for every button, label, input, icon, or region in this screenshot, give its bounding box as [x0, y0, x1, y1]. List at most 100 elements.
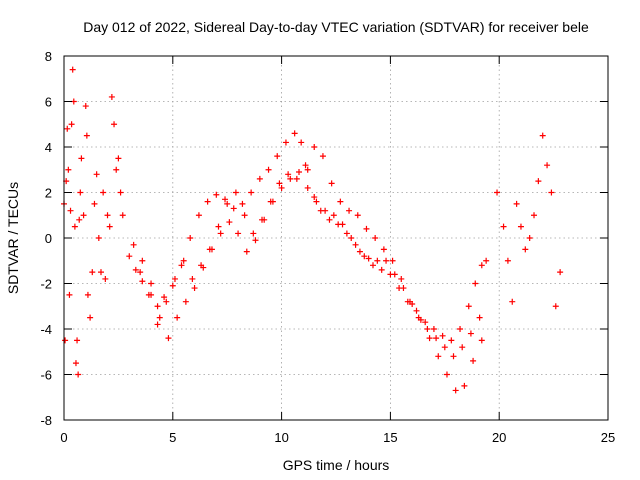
data-point	[145, 291, 152, 298]
data-point	[293, 175, 300, 182]
data-point	[217, 230, 224, 237]
data-point	[311, 144, 318, 150]
data-point	[191, 285, 198, 292]
data-point	[526, 235, 533, 241]
x-tick-label: 10	[274, 430, 288, 445]
data-point	[337, 198, 344, 205]
data-point	[189, 275, 196, 282]
data-point	[426, 335, 433, 342]
series-arc-c	[137, 144, 490, 360]
data-point	[256, 175, 263, 182]
data-point	[267, 198, 274, 205]
data-point	[380, 246, 387, 253]
data-point	[64, 125, 71, 132]
data-point	[76, 216, 83, 223]
data-point	[363, 225, 370, 232]
data-point	[178, 262, 185, 269]
data-point	[439, 332, 446, 339]
data-point	[500, 223, 507, 230]
data-point	[187, 235, 194, 241]
data-point	[326, 216, 333, 223]
data-point	[472, 280, 479, 287]
data-point	[148, 280, 155, 287]
y-tick-label: 8	[45, 49, 52, 64]
data-point	[69, 66, 76, 73]
data-point	[161, 294, 168, 301]
data-point	[476, 314, 483, 321]
data-point	[400, 285, 407, 292]
x-tick-label: 5	[169, 430, 176, 445]
data-point	[108, 93, 115, 100]
data-point	[483, 257, 490, 264]
data-point	[365, 255, 372, 262]
data-point	[470, 357, 477, 364]
data-point	[119, 212, 126, 219]
data-point	[67, 207, 74, 214]
data-point	[354, 212, 361, 219]
data-point	[378, 266, 385, 273]
data-point	[413, 307, 420, 314]
data-point	[391, 271, 398, 278]
data-point	[494, 189, 501, 196]
data-point	[352, 241, 359, 248]
data-point	[328, 180, 335, 187]
data-point	[126, 253, 133, 260]
data-points	[61, 66, 564, 394]
data-point	[174, 314, 181, 321]
data-point	[213, 191, 220, 198]
data-point	[250, 230, 257, 237]
data-point	[102, 275, 109, 282]
data-point	[104, 212, 111, 219]
data-point	[74, 337, 81, 344]
data-point	[459, 344, 466, 351]
y-tick-label: 6	[45, 95, 52, 110]
data-point	[478, 262, 485, 269]
data-point	[346, 207, 353, 214]
data-point	[430, 326, 437, 332]
data-point	[478, 337, 485, 344]
data-point	[322, 207, 329, 214]
y-tick-label: 4	[45, 140, 52, 155]
y-tick-label: 2	[45, 186, 52, 201]
data-point	[433, 335, 440, 342]
data-point	[348, 235, 355, 241]
data-point	[132, 266, 139, 273]
series-arc-late	[494, 132, 564, 310]
data-point	[78, 155, 85, 162]
data-point	[406, 298, 413, 305]
data-point	[374, 257, 381, 264]
data-point	[539, 132, 546, 139]
grid	[64, 56, 608, 420]
series-arc-a	[126, 130, 485, 344]
data-point	[91, 200, 98, 207]
axis-ticks: 0 5 10 15 20 25 -8 -6 -4 -2 0 2 4 6 8	[40, 49, 615, 445]
data-point	[82, 103, 89, 110]
x-tick-label: 20	[492, 430, 506, 445]
y-tick-label: -8	[40, 413, 52, 428]
data-point	[232, 189, 239, 196]
data-point	[206, 246, 213, 253]
data-point	[372, 235, 379, 241]
data-point	[224, 200, 231, 207]
data-point	[304, 184, 311, 191]
y-tick-label: -4	[40, 322, 52, 337]
x-tick-label: 25	[601, 430, 615, 445]
y-tick-label: 0	[45, 231, 52, 246]
data-point	[517, 223, 524, 230]
data-point	[241, 212, 248, 219]
data-point	[130, 241, 137, 248]
y-axis-label: SDTVAR / TECUs	[5, 182, 21, 294]
data-point	[282, 139, 289, 146]
data-point	[72, 360, 79, 367]
data-point	[435, 353, 442, 360]
data-point	[369, 262, 376, 269]
data-point	[113, 166, 120, 173]
data-point	[531, 212, 538, 219]
data-point	[443, 371, 450, 378]
data-point	[356, 248, 363, 255]
data-point	[87, 314, 94, 321]
data-point	[339, 221, 346, 228]
data-point	[180, 257, 187, 264]
data-point	[156, 314, 163, 321]
data-point	[230, 205, 237, 212]
